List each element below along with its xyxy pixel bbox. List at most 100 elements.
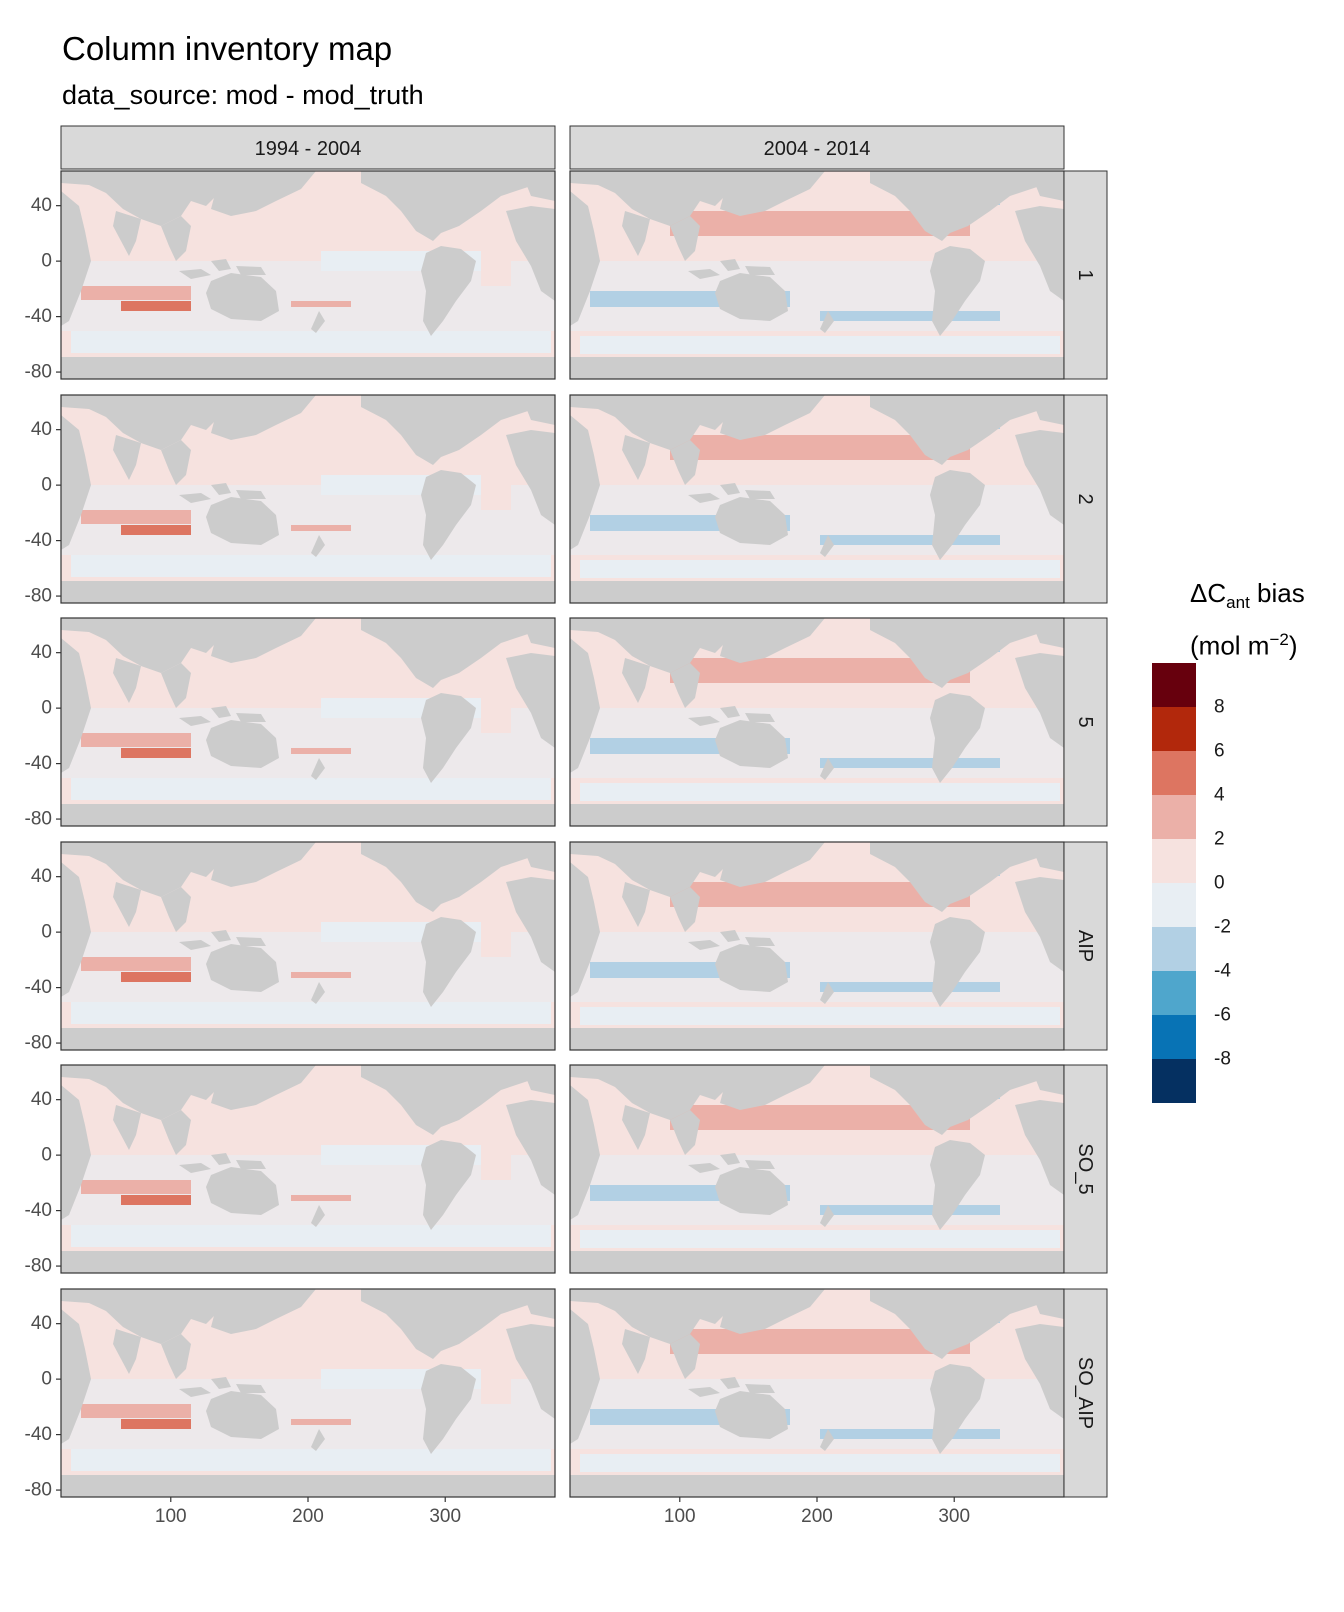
map-panel [60, 1288, 556, 1498]
bias-patch [291, 748, 351, 754]
bias-patch [121, 748, 191, 758]
bias-patch [81, 733, 191, 747]
y-tick-label: 40 [31, 419, 52, 440]
bias-patch [71, 1449, 551, 1471]
y-tick-label: -80 [25, 586, 52, 607]
x-tick-label: 200 [292, 1506, 324, 1527]
bias-patch [81, 510, 191, 524]
map-panel [60, 617, 556, 827]
bias-patch [71, 555, 551, 577]
legend-swatch [1152, 751, 1196, 795]
legend-label: -2 [1214, 917, 1231, 938]
panel-border [60, 170, 556, 380]
bias-patch [820, 1205, 1000, 1215]
legend-label: -6 [1214, 1005, 1231, 1026]
legend-label: -4 [1214, 961, 1231, 982]
bias-patch [820, 535, 1000, 545]
bias-patch [481, 703, 511, 733]
chart-title: Column inventory map [62, 30, 393, 67]
panel-border [60, 394, 556, 604]
y-tick-label: -80 [25, 1480, 52, 1501]
map-panel [60, 1064, 556, 1274]
facet-strip-row [1063, 617, 1108, 827]
facet-col-label: 1994 - 2004 [255, 138, 362, 160]
bias-patch [481, 256, 511, 286]
bias-patch [820, 311, 1000, 321]
legend-label: -8 [1214, 1049, 1231, 1070]
legend-swatch [1152, 927, 1196, 971]
bias-patch [121, 525, 191, 535]
bias-patch [291, 301, 351, 307]
legend-label: 4 [1214, 785, 1225, 806]
y-tick-label: -80 [25, 362, 52, 383]
map-panel [60, 841, 556, 1051]
bias-patch [101, 1140, 181, 1150]
bias-patch [121, 1195, 191, 1205]
bias-patch [820, 982, 1000, 992]
legend-title: ΔCant bias [1190, 578, 1305, 613]
facet-strip-col [60, 125, 556, 170]
y-tick-label: -80 [25, 1033, 52, 1054]
map-panel [569, 617, 1065, 827]
y-tick-label: -40 [25, 530, 52, 551]
y-tick-label: 40 [31, 642, 52, 663]
facet-row-label: SO_5 [1074, 1143, 1096, 1194]
y-tick-label: 0 [41, 251, 52, 272]
bias-patch [101, 470, 181, 480]
bias-patch [580, 1454, 1060, 1472]
bias-patch [101, 917, 181, 927]
facet-row-label: SO_AIP [1074, 1357, 1096, 1429]
facet-row-label: 5 [1074, 716, 1096, 727]
y-tick-label: 40 [31, 866, 52, 887]
bias-patch [850, 1135, 910, 1143]
facet-strip-row [1063, 1288, 1108, 1498]
y-tick-label: -40 [25, 1424, 52, 1445]
bias-patch [71, 778, 551, 800]
bias-patch [71, 1002, 551, 1024]
bias-patch [580, 1007, 1060, 1025]
facet-strip-col [569, 125, 1065, 170]
chart-subtitle: data_source: mod - mod_truth [62, 80, 424, 110]
x-tick-label: 300 [429, 1506, 461, 1527]
bias-patch [71, 331, 551, 353]
bias-patch [101, 246, 181, 256]
facet-col-label: 2004 - 2014 [764, 138, 871, 160]
legend-swatch [1152, 883, 1196, 927]
bias-patch [850, 465, 910, 473]
x-tick-label: 100 [664, 1506, 696, 1527]
bias-patch [291, 525, 351, 531]
bias-patch [580, 336, 1060, 354]
bias-patch [850, 912, 910, 920]
bias-patch [291, 1195, 351, 1201]
bias-patch [481, 1150, 511, 1180]
facet-strip-row [1063, 394, 1108, 604]
y-tick-label: 40 [31, 195, 52, 216]
map-panel [569, 170, 1065, 380]
bias-patch [81, 957, 191, 971]
legend-unit: (mol m−2) [1190, 630, 1298, 661]
y-tick-label: -40 [25, 753, 52, 774]
map-panel [569, 841, 1065, 1051]
bias-patch [71, 1225, 551, 1247]
bias-patch [481, 1374, 511, 1404]
bias-patch [101, 1364, 181, 1374]
map-panel [569, 1288, 1065, 1498]
y-tick-label: -40 [25, 306, 52, 327]
bias-patch [850, 241, 910, 249]
y-tick-label: 40 [31, 1089, 52, 1110]
legend-label: 2 [1214, 829, 1225, 850]
legend-label: 6 [1214, 741, 1225, 762]
bias-patch [81, 1180, 191, 1194]
legend-label: 0 [1214, 873, 1225, 894]
y-tick-label: 0 [41, 698, 52, 719]
legend-swatch [1152, 1015, 1196, 1059]
facet-strip-row [1063, 170, 1108, 380]
bias-patch [81, 1404, 191, 1418]
map-panel [60, 170, 556, 380]
bias-patch [81, 286, 191, 300]
y-tick-label: -80 [25, 809, 52, 830]
facet-strip-row [1063, 1064, 1108, 1274]
bias-patch [121, 1419, 191, 1429]
y-tick-label: -80 [25, 1256, 52, 1277]
